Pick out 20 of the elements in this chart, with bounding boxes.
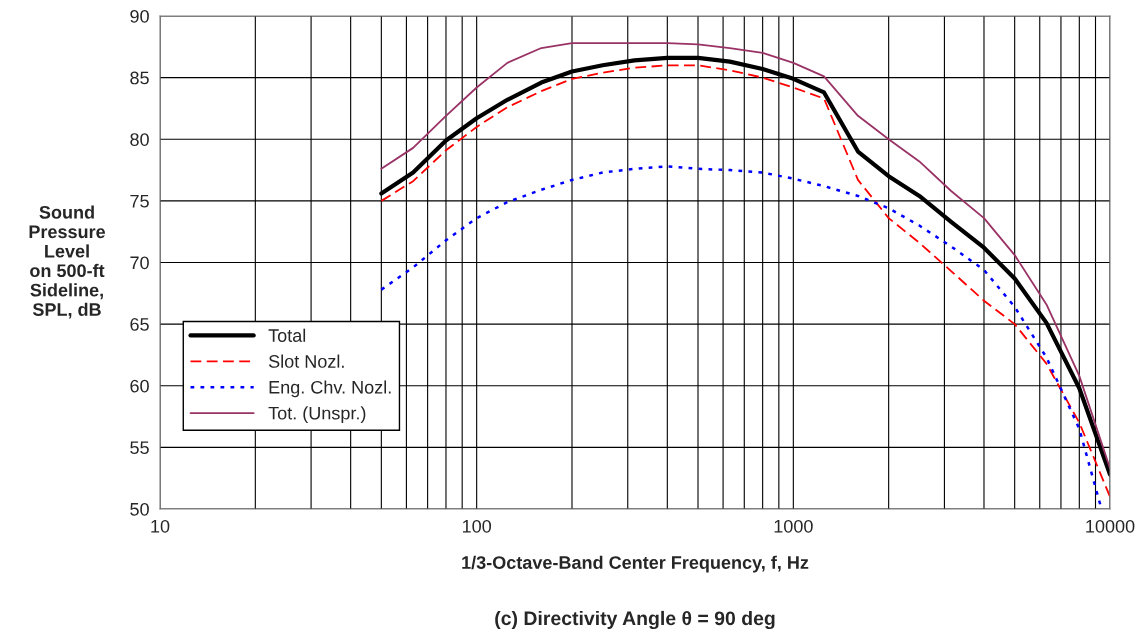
legend-label: Slot Nozl. <box>268 354 344 368</box>
y-tick-label: 65 <box>130 318 149 331</box>
legend-label: Tot. (Unspr.) <box>268 406 366 424</box>
text: (c) Directivity Angle θ = 90 deg <box>495 610 775 630</box>
legend-label: Eng. Chv. Nozl. <box>269 380 391 398</box>
x-tick-label: 10000 <box>1086 519 1135 533</box>
y-tick-label: 50 <box>130 502 149 516</box>
y-tick-label: 85 <box>130 71 149 85</box>
x-tick-label: 10 <box>151 519 170 533</box>
y-tick-label: 55 <box>130 441 149 455</box>
x-tick-label: 100 <box>462 519 492 533</box>
y-tick-label: 70 <box>130 256 149 270</box>
y-tick-label: 90 <box>130 9 149 23</box>
y-tick-label: 80 <box>130 133 149 146</box>
x-axis-title: 1/3-Octave-Band Center Frequency, f, Hz <box>462 555 809 573</box>
x-tick-label: 1000 <box>774 519 813 533</box>
y-tick-label: 75 <box>130 195 149 208</box>
legend-label: Total <box>268 328 306 342</box>
y-axis-title: Sound Pressure Level on 500-ft Sideline, SPL, dB <box>29 205 106 319</box>
y-tick-label: 60 <box>130 379 149 393</box>
